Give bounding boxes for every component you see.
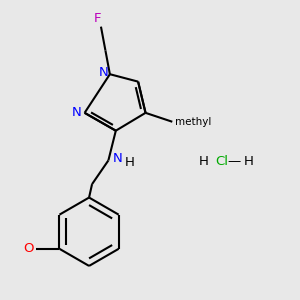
Text: O: O	[24, 242, 34, 255]
Text: N: N	[113, 152, 123, 165]
Text: methyl: methyl	[175, 117, 211, 127]
Text: N: N	[72, 106, 82, 119]
Text: H: H	[199, 155, 209, 168]
Text: F: F	[94, 12, 102, 25]
Text: H: H	[125, 156, 135, 169]
Text: H: H	[244, 155, 254, 168]
Text: —: —	[227, 155, 241, 168]
Text: N: N	[99, 66, 108, 79]
Text: Cl: Cl	[215, 155, 228, 168]
